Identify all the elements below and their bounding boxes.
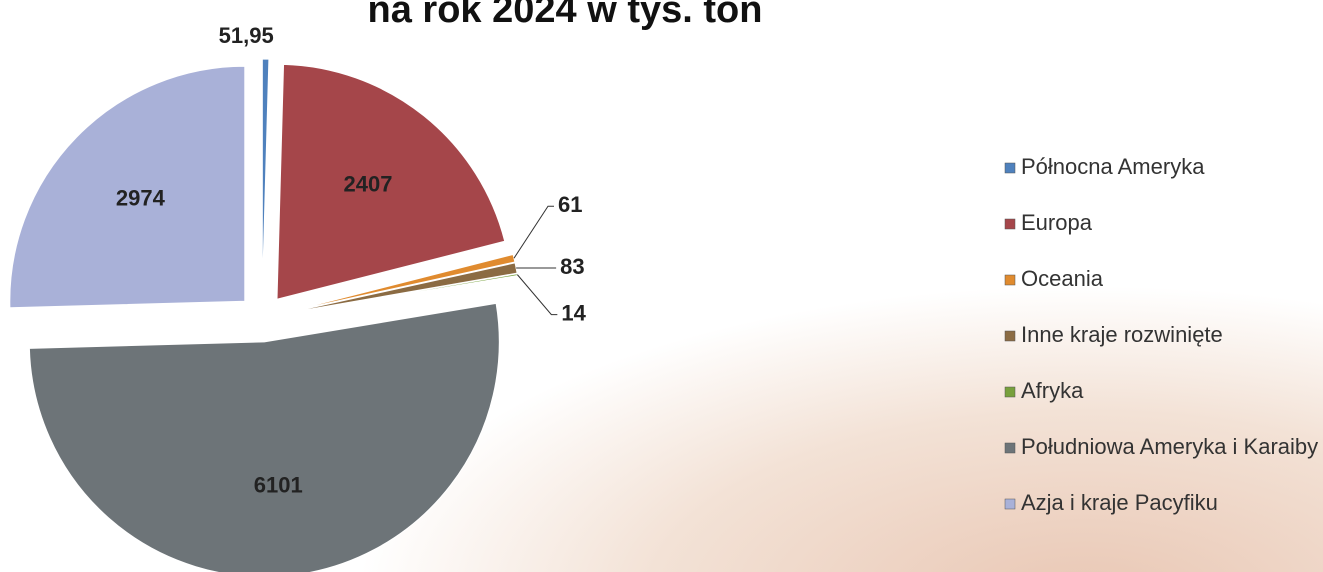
legend-label: Afryka [1021, 378, 1084, 403]
legend-label: Europa [1021, 210, 1093, 235]
legend-label: Oceania [1021, 266, 1104, 291]
data-label: 14 [561, 300, 586, 325]
legend-label: Inne kraje rozwinięte [1021, 322, 1223, 347]
legend-label: Południowa Ameryka i Karaiby [1021, 434, 1318, 459]
data-label: 61 [558, 192, 582, 217]
legend-swatch [1005, 275, 1015, 285]
legend-swatch [1005, 499, 1015, 509]
data-label: 6101 [254, 473, 303, 498]
legend-swatch [1005, 387, 1015, 397]
data-label: 2974 [116, 185, 166, 210]
chart-title: na rok 2024 w tys. ton [368, 0, 763, 31]
data-label: 83 [560, 254, 584, 279]
data-label: 51,95 [219, 23, 274, 48]
chart: na rok 2024 w tys. ton 51,95 2407 61 83 14 61… [0, 0, 1323, 572]
legend-label: Azja i kraje Pacyfiku [1021, 490, 1218, 515]
legend-swatch [1005, 443, 1015, 453]
legend-swatch [1005, 331, 1015, 341]
data-label: 2407 [344, 171, 393, 196]
legend-label: Północna Ameryka [1021, 154, 1205, 179]
legend-swatch [1005, 219, 1015, 229]
legend-swatch [1005, 163, 1015, 173]
